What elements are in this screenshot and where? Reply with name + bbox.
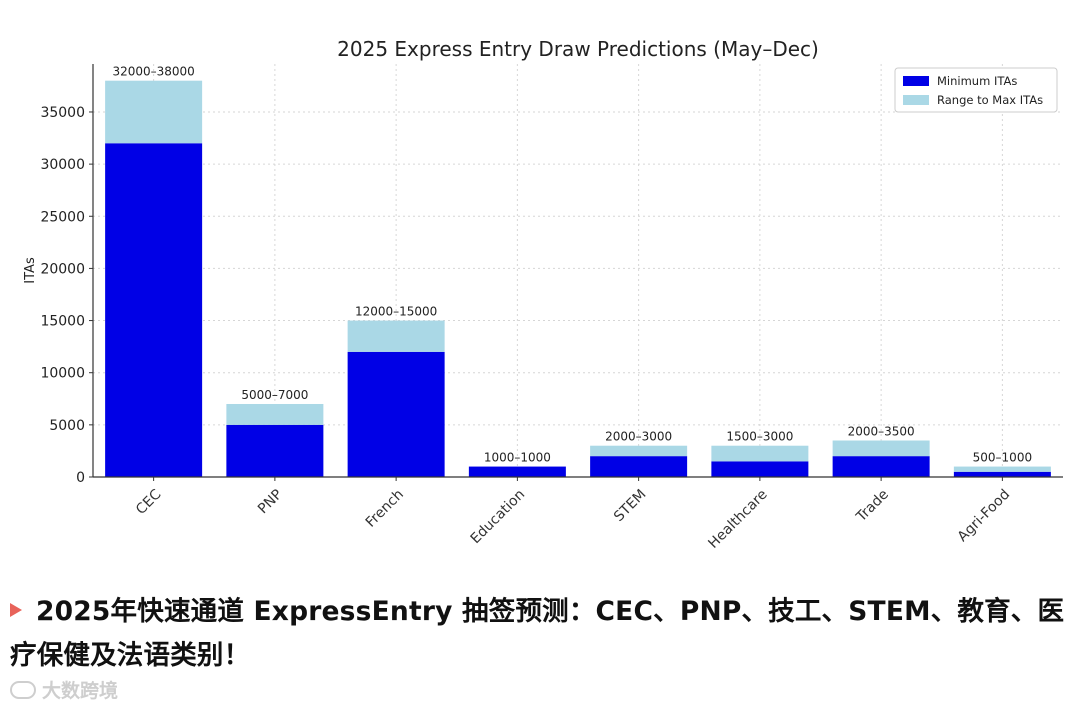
legend-box: [894, 67, 1058, 113]
data-label: 32000–38000: [112, 65, 194, 79]
bar-minimum-stem: [590, 456, 688, 477]
y-axis-label: ITAs: [23, 257, 38, 284]
caption-text: 2025年快速通道 ExpressEntry 抽签预测：CEC、PNP、技工、S…: [10, 596, 1065, 671]
legend-swatch: [903, 95, 929, 105]
bar-minimum-cec: [105, 143, 203, 477]
bar-range-stem: [590, 445, 688, 457]
legend-label: Range to Max ITAs: [937, 93, 1043, 107]
watermark-text: 大数跨境: [42, 680, 119, 702]
bar-minimum-pnp: [226, 424, 324, 477]
y-tick-label: 10000: [40, 366, 85, 382]
bar-minimum-healthcare: [711, 461, 809, 477]
chart-container: 32000–38000 CEC 5000–7000 PNP 12000–15000 Fre…: [23, 37, 1063, 552]
bar-minimum-agri-food: [953, 471, 1051, 477]
y-tick-label: 0: [76, 470, 85, 486]
bar-minimum-trade: [832, 456, 930, 477]
caption: 2025年快速通道 ExpressEntry 抽签预测：CEC、PNP、技工、S…: [10, 590, 1072, 678]
x-tick-label: Trade: [853, 487, 892, 526]
y-tick-label: 35000: [40, 105, 85, 121]
bar-chart: 32000–38000 CEC 5000–7000 PNP 12000–15000 Fre…: [23, 37, 1063, 552]
y-tick-label: 20000: [40, 261, 85, 277]
bar-minimum-education: [468, 466, 566, 477]
watermark-logo-icon: [10, 680, 36, 699]
legend-swatch: [903, 76, 929, 86]
data-label: 2000–3500: [848, 424, 915, 438]
y-tick-label: 30000: [40, 157, 85, 173]
data-label: 1500–3000: [726, 430, 793, 444]
data-label: 500–1000: [973, 451, 1032, 465]
y-tick-label: 15000: [40, 314, 85, 330]
bar-range-cec: [105, 80, 203, 144]
x-tick-label: Education: [468, 487, 529, 548]
x-tick-label: Agri-Food: [955, 487, 1014, 546]
x-tick-label: STEM: [611, 487, 649, 525]
watermark: 大数跨境: [10, 676, 118, 703]
legend-label: Minimum ITAs: [937, 74, 1017, 88]
bar-range-trade: [832, 440, 930, 457]
x-tick-label: CEC: [133, 486, 165, 518]
data-label: 2000–3000: [605, 430, 672, 444]
bar-range-french: [347, 320, 445, 352]
bar-range-agri-food: [953, 466, 1051, 472]
data-label: 12000–15000: [355, 305, 437, 319]
x-tick-label: PNP: [255, 487, 286, 518]
y-tick-label: 5000: [49, 418, 85, 434]
chart-title: 2025 Express Entry Draw Predictions (May…: [337, 37, 819, 61]
triangle-bullet-icon: [10, 602, 22, 617]
x-tick-label: French: [363, 487, 407, 531]
bar-range-healthcare: [711, 445, 809, 462]
bar-minimum-french: [347, 351, 445, 477]
y-tick-label: 25000: [40, 209, 85, 225]
x-tick-label: Healthcare: [705, 487, 770, 552]
data-label: 5000–7000: [241, 388, 308, 402]
data-label: 1000–1000: [484, 451, 551, 465]
bar-range-pnp: [226, 403, 324, 425]
